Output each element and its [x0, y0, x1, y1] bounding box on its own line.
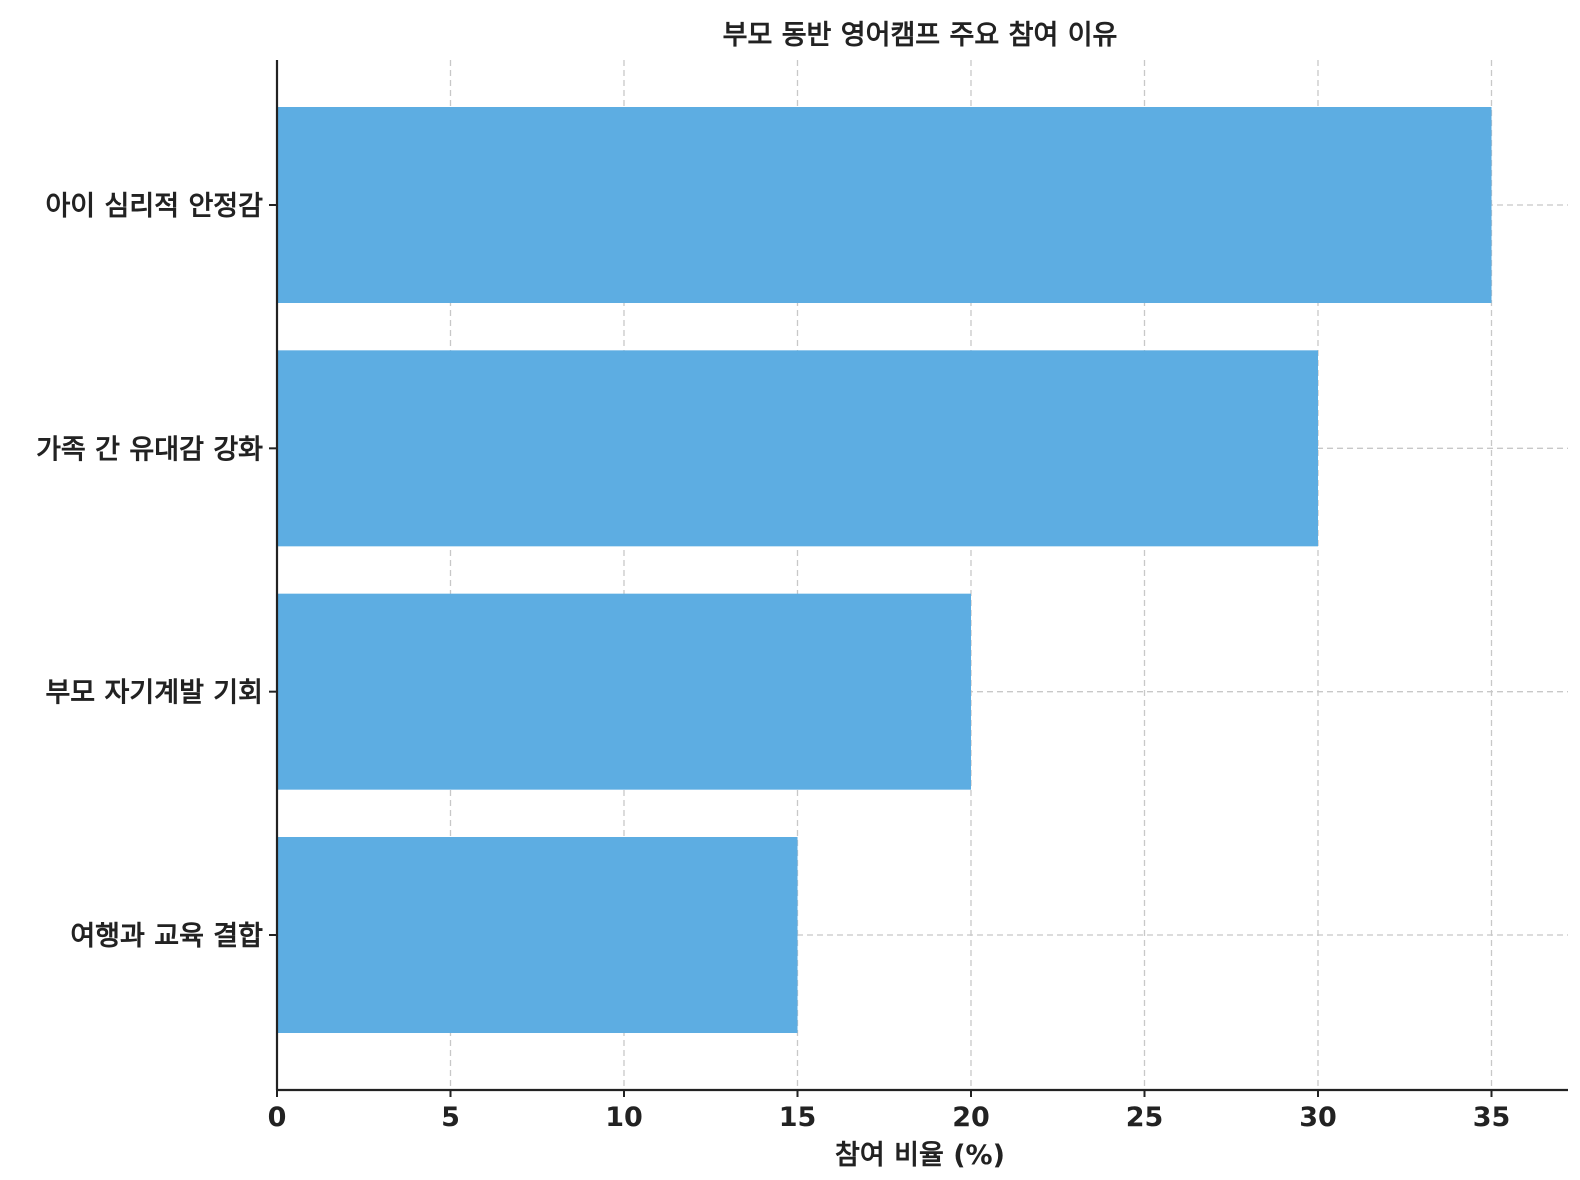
y-category-label: 가족 간 유대감 강화	[36, 434, 263, 465]
x-ticks: 0 5 10 15 20 25 30 35	[268, 1090, 1511, 1133]
bar	[277, 350, 1318, 547]
bar	[277, 593, 971, 790]
x-tick-label: 30	[1299, 1102, 1337, 1133]
y-category-label: 부모 자기계발 기회	[45, 678, 263, 709]
bar	[277, 837, 798, 1033]
x-tick-label: 15	[779, 1102, 817, 1133]
axes	[275, 60, 1568, 1092]
x-tick-label: 20	[952, 1102, 990, 1133]
y-category-label: 여행과 교육 결합	[70, 921, 263, 952]
bar	[277, 107, 1492, 303]
y-ticks: 여행과 교육 결합 부모 자기계발 기회 가족 간 유대감 강화 아이 심리적 안정감	[36, 191, 277, 952]
bars	[277, 107, 1492, 1033]
y-category-label: 아이 심리적 안정감	[45, 191, 263, 222]
x-tick-label: 0	[268, 1102, 287, 1133]
x-axis-label: 참여 비율 (%)	[835, 1140, 1005, 1171]
x-tick-label: 25	[1126, 1102, 1164, 1133]
x-tick-label: 35	[1473, 1102, 1511, 1133]
x-tick-label: 10	[605, 1102, 643, 1133]
chart-title: 부모 동반 영어캠프 주요 참여 이유	[723, 20, 1118, 51]
x-tick-label: 5	[441, 1102, 460, 1133]
